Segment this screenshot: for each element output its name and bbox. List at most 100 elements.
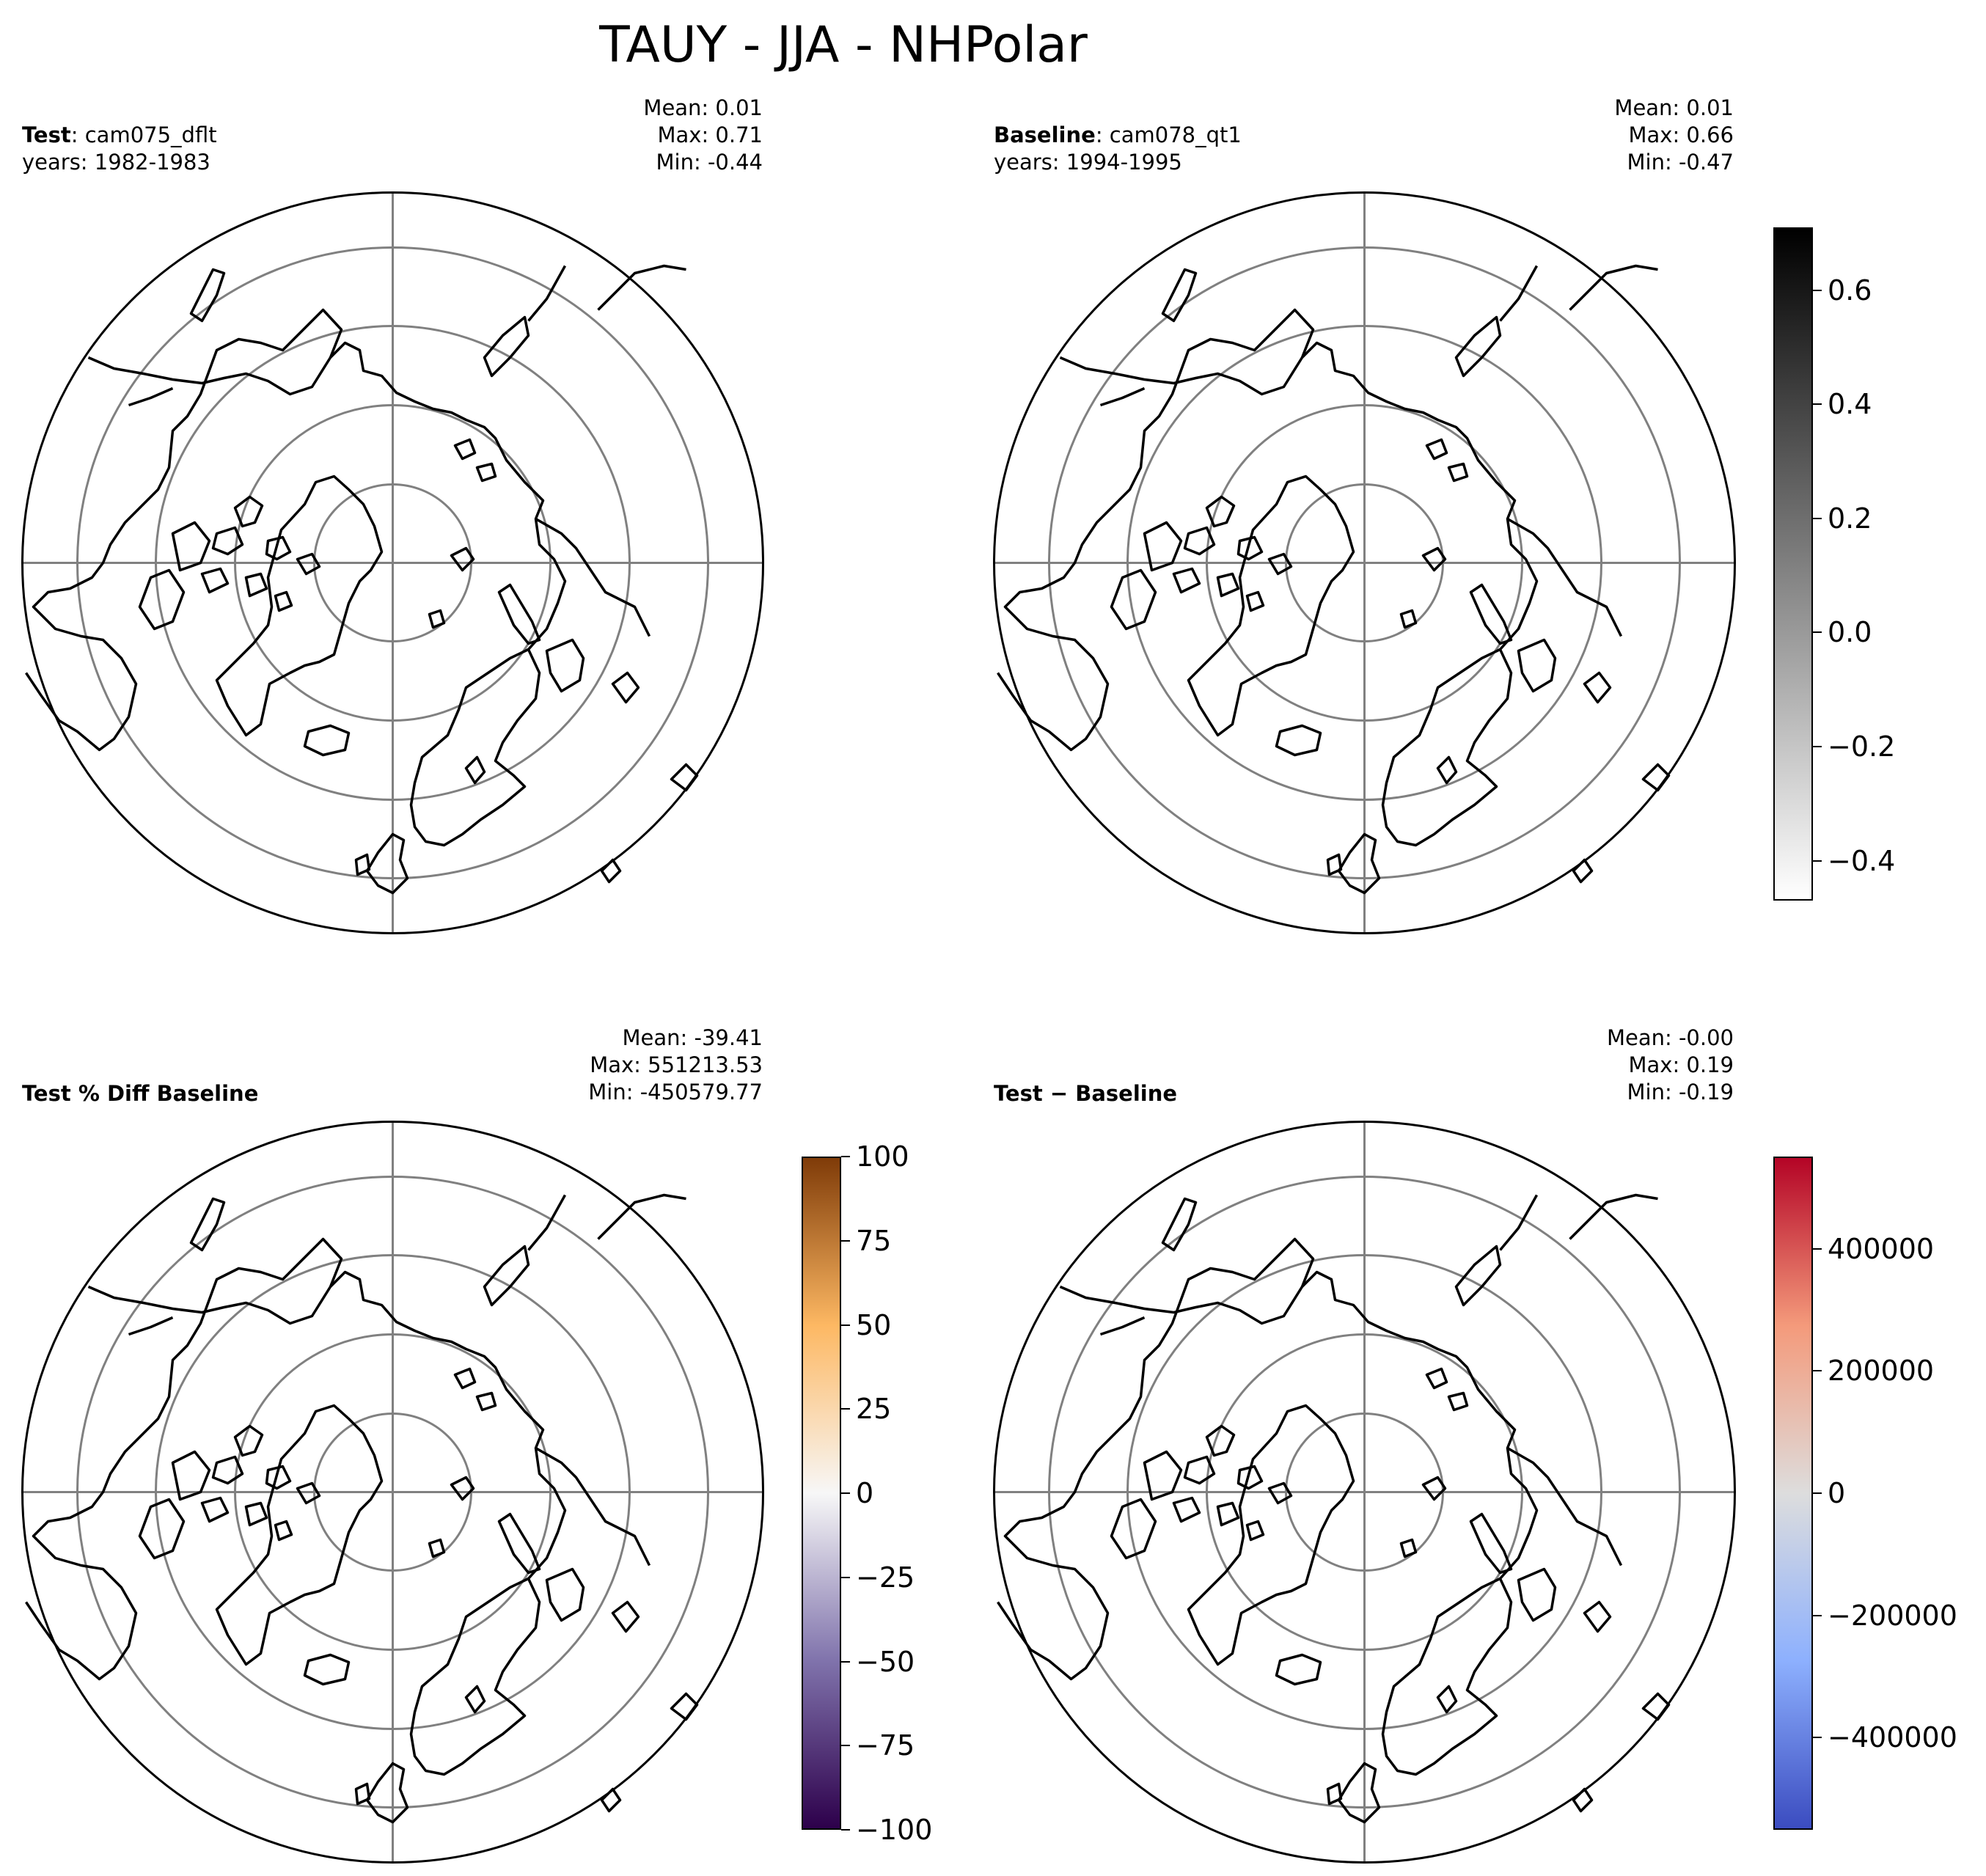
diff-coastline-12 (1275, 1653, 1322, 1686)
test-coastline-12 (303, 724, 351, 757)
cbar-pctdiff-tick-7 (841, 1745, 850, 1747)
baseline-years: years: 1994-1995 (994, 150, 1182, 175)
baseline-coastline-26 (1454, 315, 1502, 378)
cbar-diff-tick-label-1: 200000 (1828, 1355, 1935, 1388)
cbar-diff-tick-1 (1813, 1370, 1822, 1372)
diff-coastline-31 (1641, 1692, 1671, 1721)
diff-coastline-13 (1381, 1577, 1513, 1776)
baseline-coastline-17 (1301, 341, 1539, 651)
baseline-coastline-16 (1326, 853, 1343, 876)
diff-coastline-6 (1172, 1496, 1201, 1523)
baseline-coastline-13 (1381, 648, 1513, 847)
diff-coastline-5 (1267, 1481, 1293, 1505)
baseline-coastline-15 (1337, 832, 1381, 895)
test-coastline-20 (450, 546, 475, 572)
diff-coastline-16 (1326, 1782, 1343, 1806)
cbar-diff-tick-label-3: −200000 (1828, 1599, 1957, 1632)
pctdiff-stat-min: Min: -450579.77 (588, 1080, 763, 1104)
test-coastline-2 (233, 495, 264, 528)
cbar-pctdiff-tick-label-2: 50 (856, 1308, 892, 1341)
test-coastline-18 (535, 517, 651, 637)
diff-coastline-25 (1569, 1193, 1658, 1240)
diff-coastline-21 (1399, 1538, 1418, 1558)
colorbar-pctdiff (802, 1157, 841, 1830)
test-coastline-9 (25, 308, 343, 752)
cbar-pctdiff-tick-label-4: 0 (856, 1477, 874, 1509)
diff-coastline-27 (1099, 1316, 1146, 1336)
cbar-pctdiff-tick-label-6: −50 (856, 1645, 915, 1678)
baseline-coastline-18 (1506, 517, 1623, 637)
diff-stat-max: Max: 0.19 (1628, 1052, 1734, 1077)
pctdiff-coastline-20 (450, 1476, 475, 1501)
pctdiff-coastline-6 (200, 1496, 230, 1523)
test-coastline-13 (409, 648, 541, 847)
baseline-coastline-30 (1583, 671, 1612, 704)
diff-stat-mean: Mean: -0.00 (1606, 1025, 1734, 1050)
baseline-coastline-5 (1267, 552, 1293, 576)
cbar-main-tick-label-4: −0.2 (1828, 730, 1896, 763)
cbar-main-tick-3 (1813, 631, 1822, 634)
test-coastline-7 (244, 572, 268, 598)
test-coastline-10 (171, 521, 211, 572)
pctdiff-coastline-1 (215, 1404, 384, 1666)
diff-coastline-22 (1425, 1367, 1448, 1390)
test-coastline-24 (527, 265, 567, 322)
diff-polar-map (993, 1121, 1736, 1864)
pctdiff-coastline-4 (265, 1465, 292, 1490)
diff-coastline-17 (1301, 1270, 1539, 1580)
baseline-stat-mean: Mean: 0.01 (1614, 95, 1734, 120)
baseline-coastline-12 (1275, 724, 1322, 757)
baseline-stats: Mean: 0.01 Max: 0.66 Min: -0.47 (1614, 95, 1734, 176)
baseline-coastline-10 (1143, 521, 1183, 572)
pctdiff-coastline-30 (611, 1600, 640, 1633)
baseline-coastline-20 (1421, 546, 1447, 572)
diff-stat-min: Min: -0.19 (1627, 1080, 1734, 1104)
cbar-diff-tick-label-0: 400000 (1828, 1232, 1935, 1265)
pctdiff-stats: Mean: -39.41 Max: 551213.53 Min: -450579… (588, 1025, 763, 1106)
pctdiff-coastline-10 (171, 1450, 211, 1501)
diff-coastline-26 (1454, 1245, 1502, 1307)
cbar-diff-tick-4 (1813, 1737, 1822, 1739)
test-coastline-15 (365, 832, 409, 895)
test-label-bold: Test (22, 122, 71, 147)
test-polar-map (21, 191, 764, 934)
pctdiff-coastline-17 (329, 1270, 567, 1580)
cbar-diff-tick-label-2: 0 (1828, 1477, 1846, 1509)
diff-coastline-7 (1216, 1501, 1240, 1527)
cbar-pctdiff-tick-8 (841, 1829, 850, 1831)
test-coastline-27 (128, 386, 174, 407)
baseline-coastline-6 (1172, 567, 1201, 594)
test-coastline-28 (189, 268, 226, 323)
pctdiff-coastline-8 (274, 1520, 293, 1542)
cbar-main-tick-label-1: 0.4 (1828, 388, 1872, 421)
diff-coastline-9 (997, 1237, 1315, 1681)
pctdiff-coastline-7 (244, 1501, 268, 1527)
cbar-main-tick-label-5: −0.4 (1828, 844, 1896, 877)
cbar-pctdiff-tick-0 (841, 1156, 850, 1157)
pctdiff-map-boundary (21, 1121, 764, 1864)
pctdiff-coastline-28 (189, 1197, 226, 1252)
test-label-case: : cam075_dflt (70, 122, 217, 147)
test-coastline-6 (200, 567, 230, 594)
cbar-diff-tick-2 (1813, 1492, 1822, 1494)
diff-coastline-29 (1517, 1567, 1557, 1622)
baseline-coastline-1 (1187, 475, 1355, 737)
pctdiff-label-bold: Test % Diff Baseline (22, 1081, 259, 1106)
cbar-pctdiff-tick-label-1: 75 (856, 1224, 892, 1257)
pctdiff-coastline-11 (138, 1498, 186, 1560)
diff-coastline-23 (1447, 1391, 1469, 1412)
test-coastline-30 (611, 671, 640, 704)
baseline-coastline-29 (1517, 638, 1557, 693)
test-coastline-26 (483, 315, 530, 378)
pctdiff-coastline-15 (365, 1762, 409, 1824)
pctdiff-coastline-12 (303, 1653, 351, 1686)
baseline-coastline-27 (1099, 386, 1146, 407)
diff-coastline-1 (1187, 1404, 1355, 1666)
baseline-stat-min: Min: -0.47 (1627, 150, 1734, 175)
cbar-pctdiff-tick-3 (841, 1408, 850, 1410)
baseline-coastline-19 (1469, 583, 1513, 645)
baseline-coastline-7 (1216, 572, 1240, 598)
pctdiff-coastline-3 (211, 1455, 244, 1485)
baseline-coastline-23 (1447, 462, 1469, 483)
cbar-pctdiff-tick-label-0: 100 (856, 1140, 909, 1173)
